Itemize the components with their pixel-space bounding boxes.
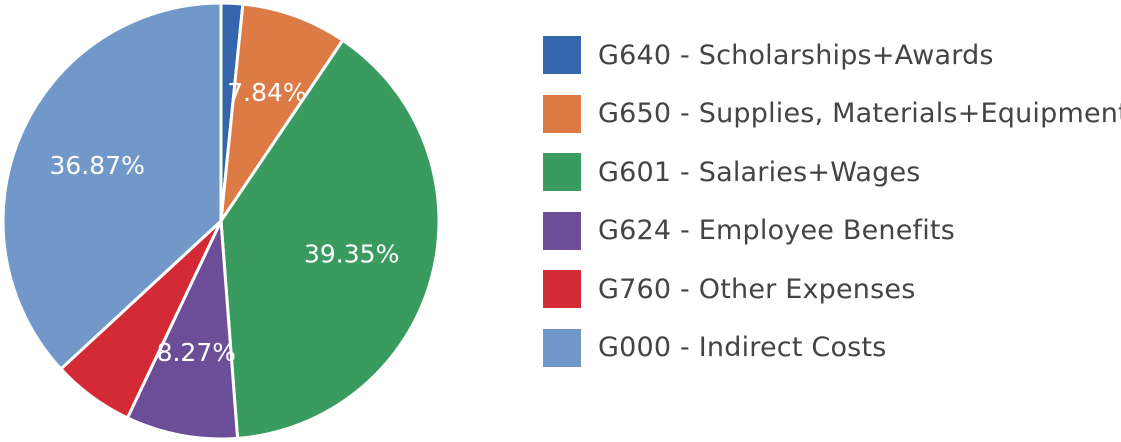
legend-item-g760[interactable]: G760 - Other Expenses (543, 270, 1121, 308)
chart-legend: G640 - Scholarships+Awards G650 - Supplie… (543, 36, 1121, 387)
legend-swatch-g601 (543, 153, 581, 191)
legend-label-g601: G601 - Salaries+Wages (598, 156, 921, 188)
legend-item-g650[interactable]: G650 - Supplies, Materials+Equipment (543, 94, 1121, 133)
pie-plot-area: 7.84% 39.35% 8.27% 36.87% (1, 1, 441, 441)
legend-label-g624: G624 - Employee Benefits (598, 215, 955, 246)
slice-label-g650: 7.84% (227, 78, 306, 107)
legend-swatch-g624 (543, 211, 581, 250)
legend-swatch-g640 (543, 36, 581, 74)
pie-slice-g601 (219, 38, 441, 440)
pie-slice-g624 (125, 219, 240, 441)
legend-item-g000[interactable]: G000 - Indirect Costs (543, 328, 1121, 367)
slice-label-g624: 8.27% (157, 338, 236, 367)
slice-label-g000: 36.87% (50, 151, 145, 180)
legend-item-g640[interactable]: G640 - Scholarships+Awards (543, 36, 1121, 74)
legend-label-g640: G640 - Scholarships+Awards (598, 39, 994, 71)
legend-item-g624[interactable]: G624 - Employee Benefits (543, 211, 1121, 250)
legend-label-g000: G000 - Indirect Costs (598, 332, 887, 363)
legend-item-g601[interactable]: G601 - Salaries+Wages (543, 153, 1121, 191)
legend-label-g650: G650 - Supplies, Materials+Equipment (598, 98, 1121, 129)
legend-label-g760: G760 - Other Expenses (598, 273, 916, 305)
legend-swatch-g000 (543, 328, 581, 367)
legend-swatch-g760 (543, 270, 581, 308)
pie-slice-g650 (219, 2, 345, 223)
slice-label-g601: 39.35% (304, 240, 399, 269)
pie-slice-g000 (1, 1, 223, 371)
legend-swatch-g650 (543, 94, 581, 133)
